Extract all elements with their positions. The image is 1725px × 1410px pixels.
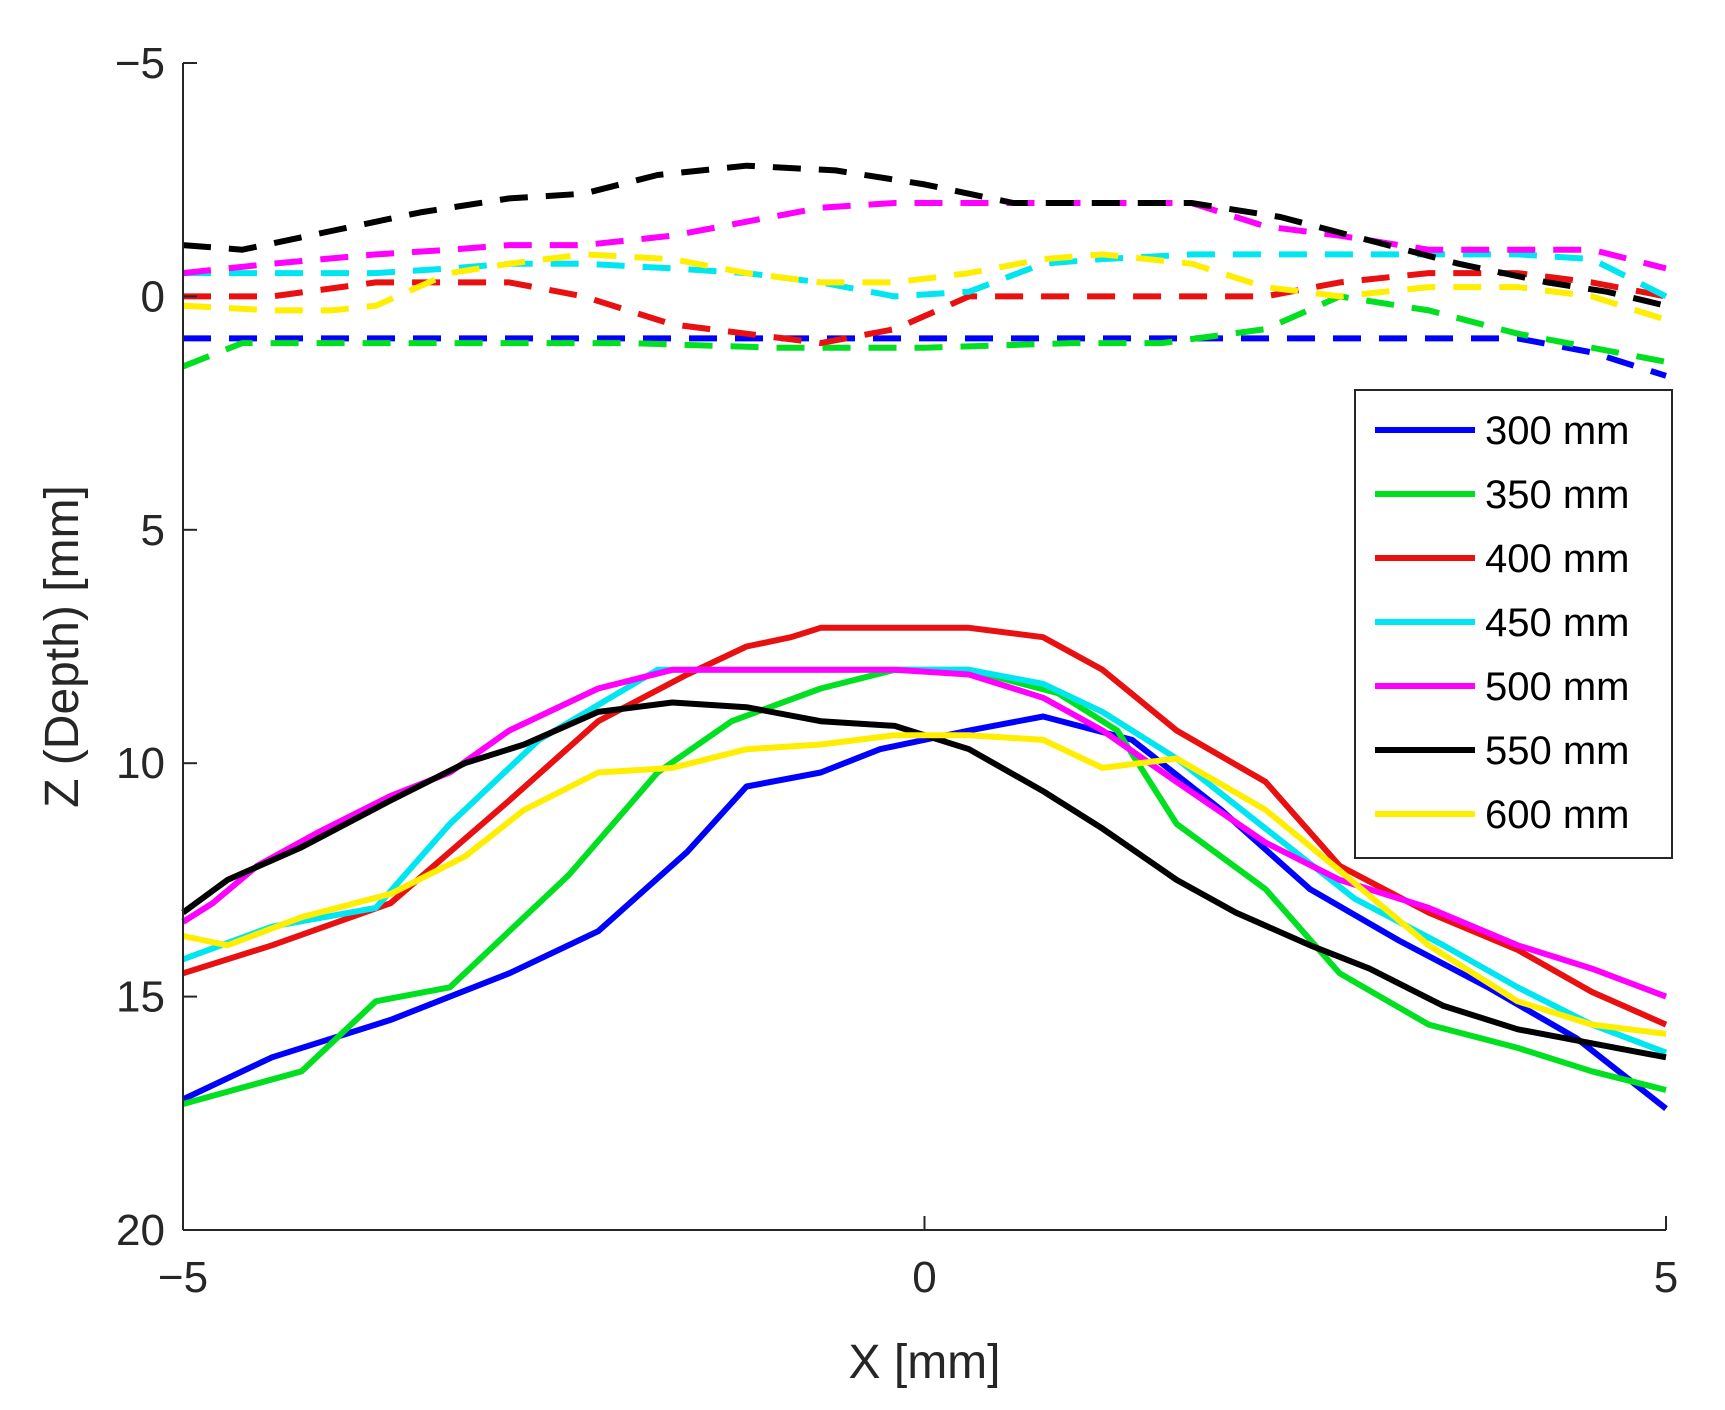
legend-label-0: 300 mm xyxy=(1485,409,1630,453)
series-line-4 xyxy=(181,666,1668,1000)
series-line-10 xyxy=(183,251,1668,300)
legend-label-3: 450 mm xyxy=(1485,601,1630,645)
series-line-3 xyxy=(181,666,1668,1056)
series-line-12 xyxy=(182,162,1667,309)
y-tick-label-5: 20 xyxy=(116,1206,165,1255)
axes-layer: −5 0 5 −5 0 5 10 15 20 xyxy=(115,39,1678,1302)
y-tick-label-0: −5 xyxy=(115,39,165,88)
series-line-8 xyxy=(181,293,1667,370)
legend-label-6: 600 mm xyxy=(1485,793,1630,837)
series-layer xyxy=(181,162,1668,1111)
legend-label-4: 500 mm xyxy=(1485,665,1630,709)
y-tick-label-3: 10 xyxy=(116,739,165,788)
series-line-11 xyxy=(182,200,1667,277)
y-tick-label-1: 0 xyxy=(141,272,165,321)
x-tick-label-0: −5 xyxy=(158,1253,208,1302)
x-tick-label-1: 0 xyxy=(912,1253,936,1302)
y-axis-label: Z (Depth) [mm] xyxy=(36,485,89,808)
series-line-0 xyxy=(181,713,1668,1111)
series-line-7 xyxy=(183,335,1667,379)
x-tick-label-2: 5 xyxy=(1654,1253,1678,1302)
legend-label-5: 550 mm xyxy=(1485,729,1630,773)
legend-label-1: 350 mm xyxy=(1485,473,1630,517)
series-line-6 xyxy=(182,732,1667,1037)
legend-label-2: 400 mm xyxy=(1485,537,1630,581)
y-tick-label-2: 5 xyxy=(141,506,165,555)
y-tick-label-4: 15 xyxy=(116,973,165,1022)
series-line-9 xyxy=(183,270,1667,347)
legend: 300 mm 350 mm 400 mm 450 mm 500 mm 550 mm 600 … xyxy=(1354,389,1673,859)
x-axis-label: X [mm] xyxy=(849,1336,1001,1389)
